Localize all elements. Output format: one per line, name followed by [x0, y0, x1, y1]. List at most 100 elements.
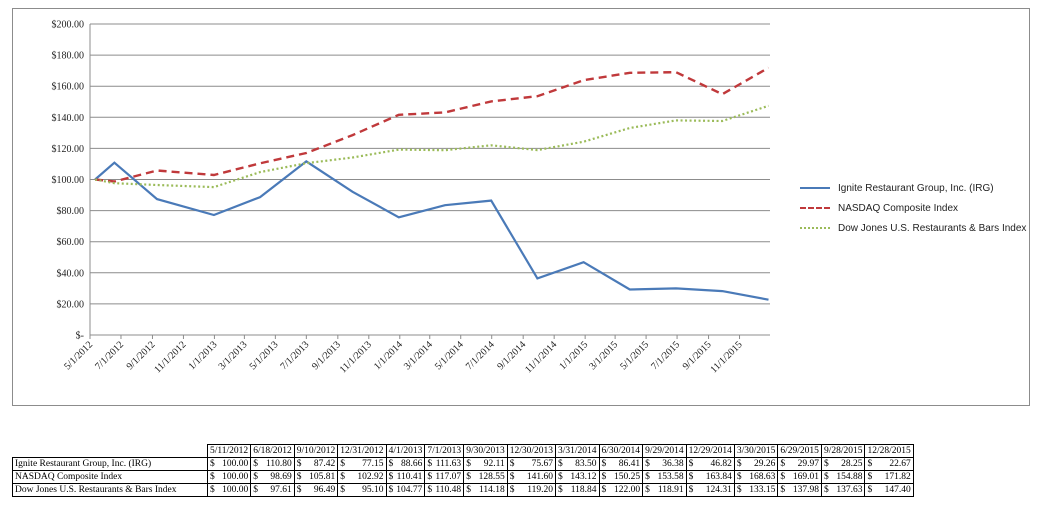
currency-symbol: $ [867, 485, 873, 495]
table-corner [12, 444, 208, 458]
currency-symbol: $ [509, 459, 515, 469]
currency-symbol: $ [296, 459, 302, 469]
y-tick-label: $120.00 [52, 144, 85, 155]
row-label: NASDAQ Composite Index [12, 470, 208, 484]
table-cell: $98.69 [250, 470, 295, 484]
table-cell: $29.97 [777, 457, 822, 471]
table-row: NASDAQ Composite Index $100.00 $98.69 $105.… [12, 470, 914, 484]
table-cell: $137.63 [820, 483, 866, 497]
cell-value: 114.18 [478, 485, 505, 495]
table-cell: $143.12 [555, 470, 600, 484]
table-cell: $22.67 [864, 457, 914, 471]
x-tick-label: 3/1/2013 [217, 339, 250, 372]
legend-label: Ignite Restaurant Group, Inc. (IRG) [838, 182, 994, 194]
currency-symbol: $ [558, 472, 563, 482]
table-cell: $36.38 [642, 457, 687, 471]
table-cell: $119.20 [506, 483, 557, 497]
legend-label: Dow Jones U.S. Restaurants & Bars Index [838, 222, 1027, 234]
table-column-header: 12/31/2012 [337, 444, 387, 458]
series-line-2 [94, 104, 769, 189]
table-cell: $150.25 [598, 470, 644, 484]
table-column-header: 9/30/2013 [463, 444, 508, 458]
legend: Ignite Restaurant Group, Inc. (IRG) NASDA… [800, 178, 1032, 238]
table-cell: $128.55 [463, 470, 508, 484]
x-tick-label: 5/1/2014 [433, 339, 466, 372]
cell-value: 137.98 [792, 485, 819, 495]
y-tick-label: $80.00 [57, 206, 85, 217]
currency-symbol: $ [340, 485, 345, 495]
currency-symbol: $ [466, 459, 471, 469]
legend-item: Ignite Restaurant Group, Inc. (IRG) [800, 178, 1032, 198]
x-tick-label: 3/1/2015 [587, 339, 620, 372]
currency-symbol: $ [688, 459, 694, 469]
table-column-header: 9/29/2014 [642, 444, 687, 458]
table-cell: $105.81 [293, 470, 339, 484]
x-tick-label: 3/1/2014 [402, 339, 435, 372]
currency-symbol: $ [867, 459, 873, 469]
currency-symbol: $ [780, 485, 786, 495]
table-column-header: 5/11/2012 [206, 444, 252, 458]
table-column-header: 9/28/2015 [820, 444, 866, 458]
table-cell: $168.63 [733, 470, 779, 484]
table-column-header: 7/1/2013 [424, 444, 465, 458]
currency-symbol: $ [388, 485, 394, 495]
y-tick-label: $100.00 [52, 175, 85, 186]
cell-value: 100.00 [222, 472, 249, 482]
currency-symbol: $ [558, 459, 563, 469]
cell-value: 97.61 [270, 485, 292, 495]
table-cell: $96.49 [293, 483, 339, 497]
cell-value: 105.81 [309, 472, 336, 482]
currency-symbol: $ [466, 472, 471, 482]
cell-value: 137.63 [836, 485, 863, 495]
legend-swatch [800, 227, 830, 229]
x-tick-label: 7/1/2012 [93, 339, 126, 372]
cell-value: 124.31 [705, 485, 732, 495]
y-tick-label: $40.00 [57, 268, 85, 279]
table-cell: $169.01 [777, 470, 822, 484]
currency-symbol: $ [296, 485, 302, 495]
table-cell: $118.91 [642, 483, 687, 497]
currency-symbol: $ [823, 459, 829, 469]
x-tick-label: 5/1/2013 [248, 339, 281, 372]
table-column-header: 3/30/2015 [733, 444, 779, 458]
table-cell: $163.84 [685, 470, 735, 484]
table-cell: $110.41 [385, 470, 426, 484]
legend-swatch [800, 187, 830, 189]
cell-value: 22.67 [889, 459, 911, 469]
currency-symbol: $ [388, 472, 394, 482]
currency-symbol: $ [388, 459, 394, 469]
table-cell: $118.84 [555, 483, 600, 497]
currency-symbol: $ [780, 459, 786, 469]
cell-value: 77.15 [362, 459, 384, 469]
cell-value: 128.55 [478, 472, 505, 482]
table-cell: $46.82 [685, 457, 735, 471]
cell-value: 133.15 [749, 485, 776, 495]
cell-value: 154.88 [836, 472, 863, 482]
cell-value: 153.58 [657, 472, 684, 482]
table-cell: $100.00 [206, 483, 252, 497]
cell-value: 168.63 [749, 472, 776, 482]
x-tick-label: 11/1/2012 [152, 339, 188, 375]
x-tick-label: 5/1/2015 [618, 339, 651, 372]
currency-symbol: $ [688, 485, 694, 495]
x-tick-label: 11/1/2015 [708, 339, 744, 375]
x-tick-label: 11/1/2013 [338, 339, 374, 375]
y-tick-label: $60.00 [57, 237, 85, 248]
cell-value: 122.00 [613, 485, 641, 495]
table-cell: $122.00 [598, 483, 644, 497]
chart-frame [12, 8, 1030, 406]
currency-symbol: $ [645, 472, 650, 482]
table-cell: $154.88 [820, 470, 866, 484]
currency-symbol: $ [340, 459, 345, 469]
cell-value: 110.41 [396, 472, 423, 482]
currency-symbol: $ [210, 459, 215, 469]
cell-value: 100.00 [222, 485, 249, 495]
cell-value: 36.38 [662, 459, 684, 469]
table-cell: $102.92 [337, 470, 387, 484]
table-row: Ignite Restaurant Group, Inc. (IRG) $100.… [12, 457, 914, 471]
currency-symbol: $ [867, 472, 873, 482]
table-cell: $28.25 [820, 457, 866, 471]
currency-symbol: $ [736, 472, 742, 482]
cell-value: 29.26 [754, 459, 776, 469]
y-tick-label: $- [76, 331, 84, 342]
